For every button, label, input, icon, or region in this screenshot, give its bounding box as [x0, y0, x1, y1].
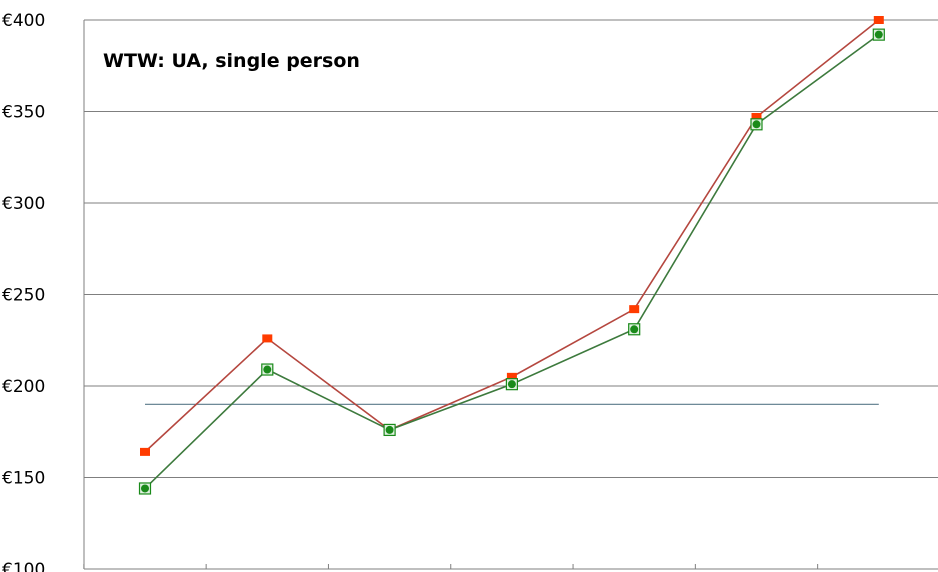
series-1-point — [751, 112, 762, 121]
series-2-point — [628, 323, 641, 336]
series-group — [138, 16, 885, 495]
series-1-point — [140, 447, 150, 456]
series-2-point — [505, 378, 518, 391]
y-tick-label: €350 — [2, 103, 45, 123]
series-1-point — [629, 305, 640, 314]
series-1-point — [262, 334, 273, 343]
series-2-point — [138, 482, 152, 495]
series-2-point — [383, 423, 396, 437]
chart-title: WTW: UA, single person — [103, 50, 360, 72]
y-tick-label: €300 — [2, 194, 45, 214]
y-tick-label: €400 — [2, 11, 45, 31]
series-1-point — [873, 16, 884, 24]
y-tick-label: €150 — [2, 469, 45, 489]
series-2-line — [144, 33, 880, 490]
y-tick-label: €200 — [2, 377, 45, 397]
grid-lines — [84, 19, 938, 478]
x-axis — [83, 20, 938, 570]
y-tick-label: €250 — [2, 286, 45, 306]
y-tick-label: €100 — [2, 560, 45, 572]
series-2-point — [750, 118, 763, 131]
series-2-point — [872, 28, 885, 41]
series-2-point — [261, 363, 274, 376]
y-axis-tick-labels: €100 €150 €200 €250 €300 €350 €400 — [2, 11, 45, 572]
series-1-point — [506, 372, 517, 381]
